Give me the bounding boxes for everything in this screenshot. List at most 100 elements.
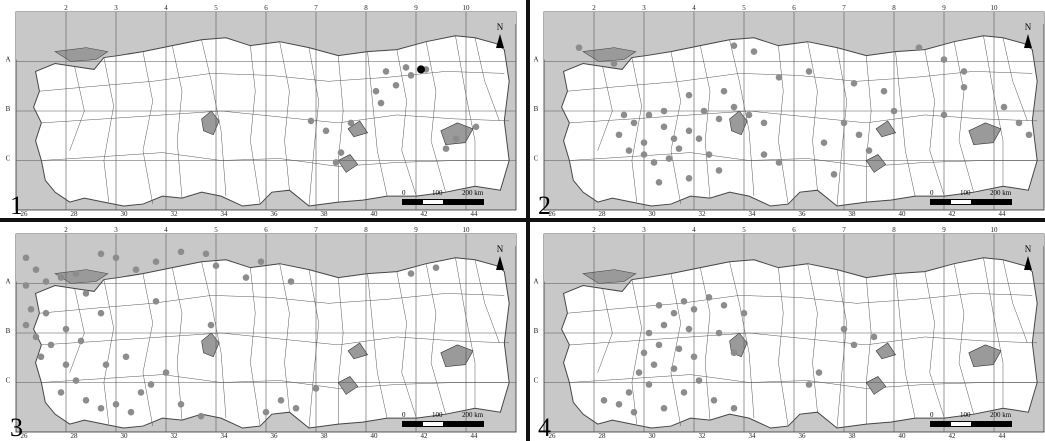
record-point <box>690 305 698 313</box>
province-boundary <box>103 279 114 425</box>
grid-bottom-label: 34 <box>749 210 757 217</box>
record-point <box>640 139 648 146</box>
grid-bottom-label: 44 <box>999 432 1007 439</box>
record-point <box>655 301 663 309</box>
record-point <box>830 171 838 178</box>
grid-row-label: C <box>6 377 11 385</box>
grid-top-label: 3 <box>114 4 118 12</box>
record-point <box>287 278 295 285</box>
type-locality-point <box>417 65 425 74</box>
scale-bar-graphic <box>402 199 484 205</box>
grid-row-label: B <box>534 327 539 335</box>
province-boundary <box>41 332 510 346</box>
province-boundary <box>866 277 872 425</box>
record-point <box>127 408 135 416</box>
record-point <box>1000 103 1008 111</box>
lake <box>337 154 359 173</box>
province-boundary <box>39 71 505 92</box>
province-boundary <box>474 37 500 121</box>
record-point <box>815 369 823 376</box>
north-arrow: N <box>493 244 507 270</box>
province-boundary <box>250 45 261 205</box>
record-point <box>960 68 968 75</box>
grid-bottom-label: 26 <box>549 210 557 217</box>
record-point <box>625 147 633 154</box>
record-point <box>57 274 65 281</box>
grid-top-label: 6 <box>264 226 268 234</box>
record-point <box>760 151 768 158</box>
province-boundary <box>279 41 290 191</box>
province-boundary <box>569 374 1038 389</box>
record-point <box>372 87 380 95</box>
grid-top-label: 2 <box>592 4 596 12</box>
grid-top-label: 3 <box>642 4 646 12</box>
grid-top-label: 8 <box>364 226 368 234</box>
record-point <box>675 345 683 353</box>
record-point <box>640 151 648 158</box>
record-point <box>670 365 678 372</box>
record-point <box>152 298 160 305</box>
scale-bar: 0 100 200 km <box>402 411 497 431</box>
record-point <box>720 87 728 95</box>
grid-bottom-label: 34 <box>221 432 229 439</box>
record-point <box>685 127 693 135</box>
grid-top-label: 9 <box>942 226 946 234</box>
scale-label: 0 <box>402 189 406 197</box>
north-arrow-icon <box>1024 34 1032 48</box>
record-point <box>77 337 85 345</box>
record-point <box>700 107 708 115</box>
grid-bottom-label: 30 <box>649 210 657 217</box>
lake <box>875 120 897 138</box>
province-boundary <box>631 57 642 203</box>
grid-bottom-label: 26 <box>21 210 29 217</box>
province-boundary <box>455 257 476 409</box>
grid-top-label: 10 <box>991 226 999 234</box>
record-point <box>332 159 340 166</box>
scale-bar-graphic <box>930 199 1012 205</box>
grid-row-label: A <box>533 278 538 286</box>
record-point <box>62 325 70 333</box>
grid-bottom-label: 34 <box>221 210 229 217</box>
province-boundary <box>569 332 1038 346</box>
grid-bottom-label: 44 <box>471 432 479 439</box>
record-point <box>1015 119 1023 127</box>
record-point <box>730 103 738 111</box>
record-point <box>865 147 873 154</box>
record-point <box>805 68 813 75</box>
province-boundary <box>338 55 344 203</box>
province-boundary <box>39 293 505 314</box>
record-point <box>337 149 345 156</box>
grid-bottom-label: 36 <box>799 432 807 439</box>
lake <box>968 122 1002 145</box>
grid-top-label: 5 <box>742 226 746 234</box>
map-panel-3: 2 3 4 5 6 7 8 9 10 26 28 30 32 34 36 38 40 42 44 A B C N 0 100 20… <box>4 224 519 439</box>
record-point <box>162 369 170 376</box>
record-point <box>660 123 668 131</box>
province-boundary <box>953 41 974 193</box>
record-point <box>705 294 713 301</box>
record-point <box>645 381 653 388</box>
grid-bottom-label: 30 <box>121 432 129 439</box>
record-point <box>715 329 723 337</box>
record-point <box>407 270 415 277</box>
record-point <box>22 321 30 329</box>
grid-bottom-label: 36 <box>271 432 279 439</box>
record-point <box>855 131 863 139</box>
scale-label: 100 <box>432 411 443 419</box>
province-boundary <box>567 71 1033 92</box>
north-arrow-icon <box>496 256 504 270</box>
record-point <box>685 175 693 182</box>
record-point <box>615 131 623 139</box>
north-arrow: N <box>1021 244 1035 270</box>
record-point <box>257 258 265 266</box>
record-point <box>307 117 315 125</box>
grid-bottom-label: 28 <box>71 432 79 439</box>
record-point <box>615 400 623 408</box>
grid-top-label: 7 <box>842 4 846 12</box>
grid-top-label: 7 <box>314 226 318 234</box>
province-boundary <box>142 273 153 427</box>
map-panel-1: 2 3 4 5 6 7 8 9 10 26 28 30 32 34 36 38 40 42 44 A B C N 0 100 20… <box>4 2 519 217</box>
province-boundary <box>895 51 916 197</box>
scale-bar-graphic <box>930 421 1012 427</box>
